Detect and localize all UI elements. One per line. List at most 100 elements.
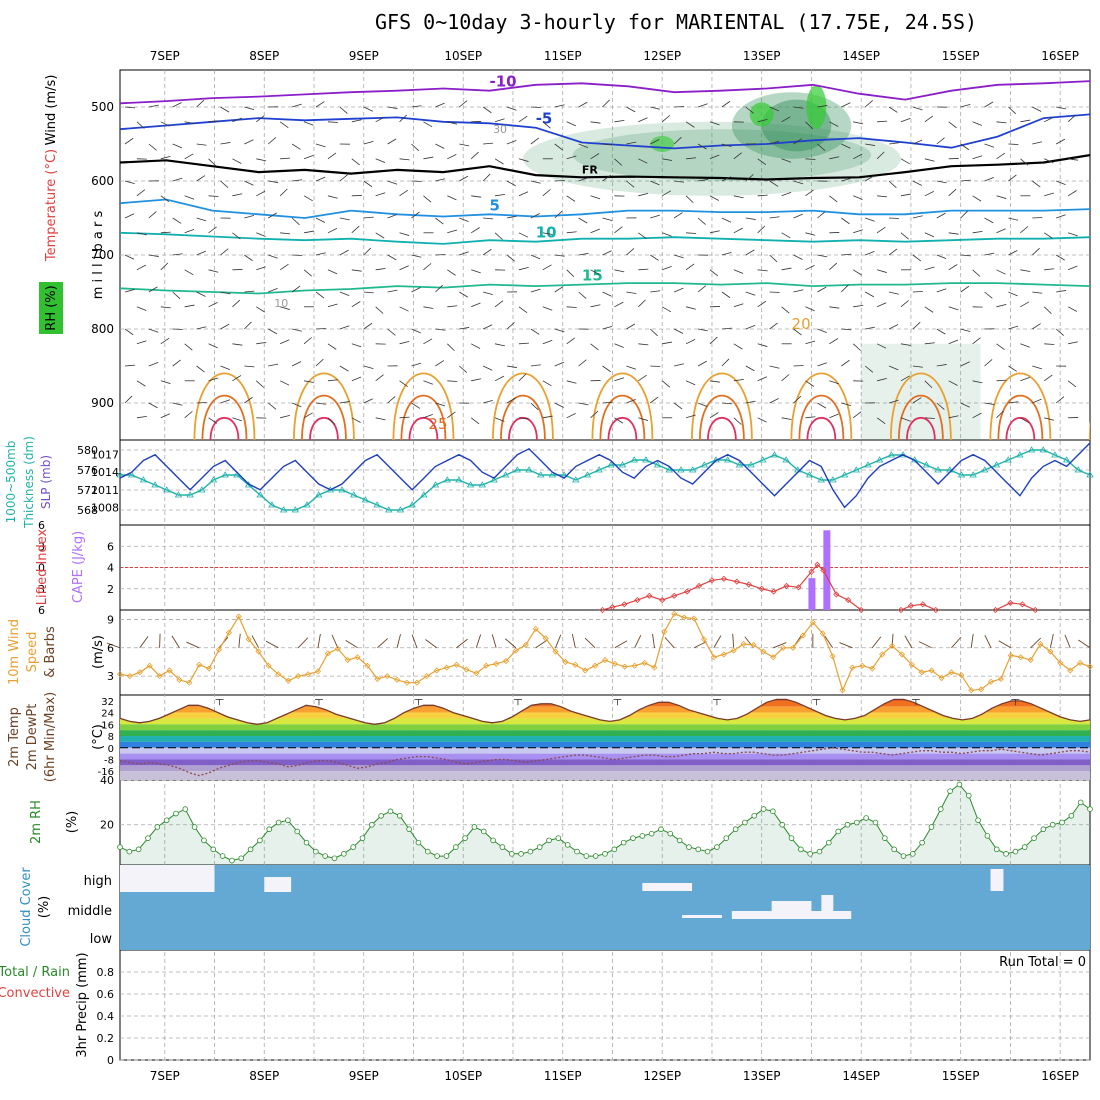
- wind-barb: [733, 303, 744, 308]
- label-thickness-2: Thickness (dm): [22, 436, 36, 529]
- wind-speed-point: [661, 628, 668, 635]
- wind-barb: [602, 174, 611, 182]
- wind-barb: [399, 189, 409, 197]
- wind-speed-point: [671, 610, 678, 617]
- wind-barb: [483, 400, 493, 404]
- wind-barb: [506, 140, 517, 145]
- wind-barb: [996, 228, 1006, 234]
- wind-barb: [650, 290, 661, 293]
- wind-barb: [506, 365, 517, 368]
- wind-barb: [447, 411, 456, 419]
- wind-barb: [244, 254, 253, 262]
- isotherm-15: [120, 282, 1090, 295]
- label-cloud-units: (%): [37, 896, 52, 919]
- wind-barb: [291, 285, 301, 293]
- label-cape: CAPE (J/kg): [71, 531, 86, 603]
- wind-barb: [626, 323, 636, 330]
- wind-barb: [363, 141, 374, 145]
- wind-speed-point: [789, 644, 797, 651]
- wind-speed-point: [245, 636, 252, 643]
- wind-barb: [136, 264, 146, 271]
- wind-barb: [459, 143, 470, 147]
- wind-barb: [506, 106, 517, 111]
- wind-barb: [542, 232, 553, 235]
- wind-barb: [423, 121, 433, 128]
- wind-barb: [1008, 106, 1017, 115]
- wind-barb: [471, 378, 482, 382]
- wind-barb: [924, 115, 934, 123]
- precip-tick: 0.8: [97, 966, 115, 979]
- wind-barb: [614, 158, 623, 166]
- wind-barb: [853, 229, 863, 234]
- wind-barb: [566, 195, 576, 202]
- wind-barb: [339, 325, 350, 330]
- wind-barb: [948, 188, 957, 197]
- wind-barb: [220, 291, 231, 295]
- wind-barb: [399, 306, 409, 312]
- date-labels-bottom: 7SEP 8SEP 9SEP 10SEP 11SEP 12SEP 13SEP 14SEP 15S…: [150, 1069, 1079, 1083]
- wind-barb: [411, 105, 422, 108]
- wind-barb: [614, 226, 623, 234]
- rh-point: [695, 846, 702, 853]
- wind-speed-point: [166, 667, 173, 674]
- warm-contour: [492, 372, 554, 440]
- wind-barb-10m: [664, 637, 675, 649]
- rh-point: [508, 851, 515, 857]
- wind-barb: [793, 365, 804, 367]
- wind-barb: [196, 326, 207, 330]
- wind-barb: [638, 343, 649, 346]
- wind-barb: [1056, 180, 1066, 185]
- date-label-bottom: 11SEP: [544, 1069, 582, 1083]
- temperature-line: [119, 698, 1091, 725]
- wind-barb: [912, 321, 921, 330]
- wind-barb: [423, 414, 433, 419]
- wind-barb: [721, 100, 731, 108]
- wind-barb: [960, 143, 970, 151]
- wind-barb: [853, 121, 864, 125]
- wind-barb: [638, 417, 649, 421]
- temp-band: [120, 753, 1090, 760]
- wind-barb: [721, 402, 732, 405]
- rh2m-panel: [117, 781, 1093, 865]
- wind-barb: [733, 227, 743, 234]
- cloud-cover-panel: [120, 865, 1090, 950]
- wind-barb: [841, 402, 852, 406]
- wind-speed-point: [334, 645, 341, 652]
- wind-barb: [1055, 328, 1064, 336]
- wind-barb: [280, 306, 290, 310]
- wind-barb: [518, 115, 528, 123]
- label-thickness-1: 1000~500mb: [4, 441, 18, 524]
- wind-barb: [662, 266, 672, 271]
- wind-barb: [268, 363, 279, 367]
- warm-contour: [293, 372, 355, 440]
- wind-barb: [650, 139, 660, 145]
- wind-barb: [602, 250, 612, 256]
- wind-barb: [912, 365, 923, 368]
- wind-barb: [817, 286, 827, 293]
- wind-barb: [614, 120, 625, 123]
- wind-barb: [829, 156, 840, 160]
- wind-tick: 9: [107, 613, 114, 626]
- wind-barb: [303, 412, 313, 419]
- wind-barb-10m: [491, 634, 497, 648]
- isotherm-label: FR: [582, 163, 599, 176]
- wind-barb: [972, 269, 981, 277]
- wind-barb-10m: [265, 640, 279, 649]
- wind-barb: [303, 121, 314, 126]
- wind-barb: [900, 118, 911, 123]
- side-labels: Wind (m/s) Temperature (°C) RH (%) m i l l …: [0, 75, 106, 1058]
- wind-barb: [638, 232, 647, 240]
- temp-bands: [120, 699, 1090, 780]
- wind-barb: [709, 269, 719, 277]
- wind-barb: [1032, 106, 1042, 112]
- wind-barb: [244, 321, 252, 330]
- wind-barb: [471, 195, 482, 198]
- wind-barb: [530, 254, 541, 260]
- rh-point: [863, 815, 869, 821]
- wind-barb: [351, 417, 361, 423]
- wind-barb: [1008, 143, 1019, 145]
- rh-point: [173, 810, 179, 817]
- wind-barb: [793, 254, 803, 260]
- wind-barb: [208, 302, 218, 308]
- label-temp-1: 2m Temp: [7, 707, 22, 767]
